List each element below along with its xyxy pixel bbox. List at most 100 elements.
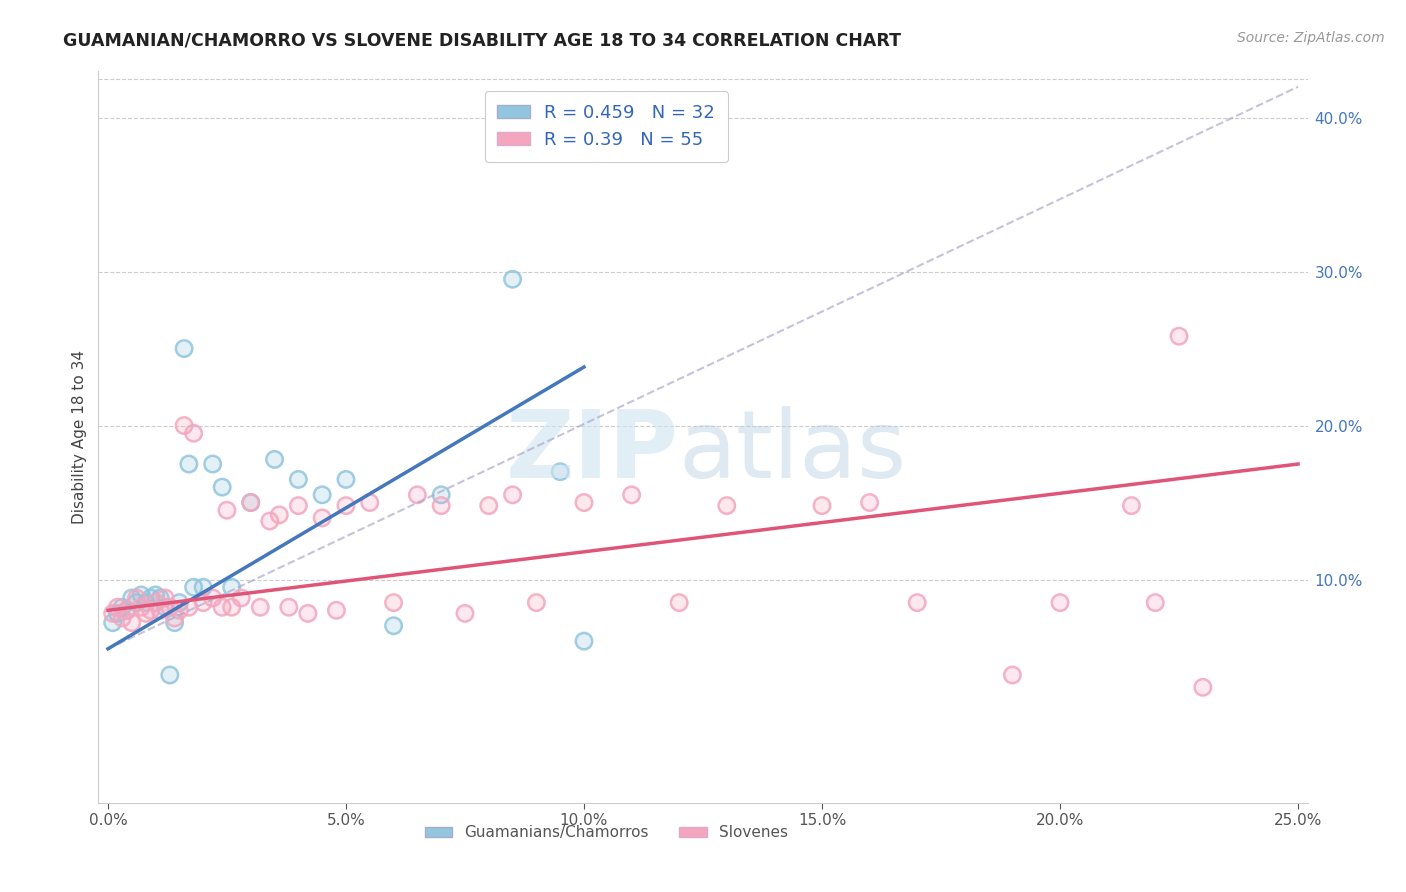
Point xyxy=(1001,668,1024,682)
Point xyxy=(159,668,181,682)
Point xyxy=(153,591,176,605)
Point xyxy=(111,600,134,615)
Point xyxy=(524,596,547,610)
Point xyxy=(297,607,319,621)
Point xyxy=(572,634,595,648)
Point xyxy=(139,603,162,617)
Point xyxy=(335,499,357,513)
Point xyxy=(129,588,152,602)
Point xyxy=(1144,596,1167,610)
Point xyxy=(287,499,309,513)
Point xyxy=(125,591,148,605)
Point xyxy=(1049,596,1071,610)
Point xyxy=(382,618,405,632)
Point xyxy=(239,495,262,509)
Point xyxy=(115,603,138,617)
Point xyxy=(183,580,205,594)
Point xyxy=(502,488,524,502)
Point xyxy=(905,596,928,610)
Point xyxy=(572,634,595,648)
Point xyxy=(1168,329,1191,343)
Point xyxy=(1049,596,1071,610)
Point xyxy=(1121,499,1143,513)
Point xyxy=(173,342,195,356)
Point xyxy=(277,600,299,615)
Point xyxy=(231,591,253,605)
Text: GUAMANIAN/CHAMORRO VS SLOVENE DISABILITY AGE 18 TO 34 CORRELATION CHART: GUAMANIAN/CHAMORRO VS SLOVENE DISABILITY… xyxy=(63,31,901,49)
Point xyxy=(159,668,181,682)
Point xyxy=(478,499,501,513)
Point xyxy=(111,611,134,625)
Point xyxy=(101,607,124,621)
Point xyxy=(139,603,162,617)
Point xyxy=(191,580,214,594)
Point xyxy=(145,588,167,602)
Point xyxy=(716,499,738,513)
Point xyxy=(191,580,214,594)
Point xyxy=(101,607,124,621)
Point xyxy=(145,596,167,610)
Point xyxy=(107,600,129,615)
Point xyxy=(121,591,143,605)
Point xyxy=(169,596,191,610)
Point xyxy=(382,596,405,610)
Point xyxy=(177,600,200,615)
Point xyxy=(311,488,333,502)
Point xyxy=(221,580,243,594)
Point xyxy=(287,499,309,513)
Point xyxy=(101,615,124,630)
Point xyxy=(191,596,214,610)
Point xyxy=(572,495,595,509)
Point xyxy=(125,596,148,610)
Point xyxy=(620,488,643,502)
Point xyxy=(177,457,200,471)
Point xyxy=(121,615,143,630)
Point xyxy=(430,499,453,513)
Point xyxy=(129,588,152,602)
Point xyxy=(183,580,205,594)
Point xyxy=(163,615,186,630)
Legend: Guamanians/Chamorros, Slovenes: Guamanians/Chamorros, Slovenes xyxy=(419,819,794,847)
Point xyxy=(115,603,138,617)
Point xyxy=(269,508,291,522)
Point xyxy=(905,596,928,610)
Point xyxy=(811,499,834,513)
Point xyxy=(159,600,181,615)
Point xyxy=(173,418,195,433)
Point xyxy=(382,618,405,632)
Point xyxy=(1192,681,1215,695)
Point xyxy=(101,615,124,630)
Point xyxy=(159,600,181,615)
Text: ZIP: ZIP xyxy=(506,406,679,498)
Point xyxy=(221,580,243,594)
Point xyxy=(139,591,162,605)
Point xyxy=(211,480,233,494)
Point xyxy=(311,488,333,502)
Point xyxy=(173,342,195,356)
Point xyxy=(297,607,319,621)
Point xyxy=(668,596,690,610)
Point xyxy=(335,499,357,513)
Point xyxy=(215,503,238,517)
Point xyxy=(201,591,224,605)
Point xyxy=(239,495,262,509)
Point xyxy=(502,272,524,286)
Point xyxy=(121,591,143,605)
Point xyxy=(135,596,157,610)
Point xyxy=(183,426,205,441)
Point xyxy=(325,603,347,617)
Point xyxy=(430,488,453,502)
Point xyxy=(115,603,138,617)
Point xyxy=(572,495,595,509)
Point xyxy=(620,488,643,502)
Point xyxy=(406,488,429,502)
Point xyxy=(177,457,200,471)
Y-axis label: Disability Age 18 to 34: Disability Age 18 to 34 xyxy=(72,350,87,524)
Point xyxy=(1001,668,1024,682)
Point xyxy=(153,600,176,615)
Point xyxy=(135,596,157,610)
Point xyxy=(335,472,357,486)
Point xyxy=(811,499,834,513)
Point xyxy=(125,591,148,605)
Point xyxy=(215,503,238,517)
